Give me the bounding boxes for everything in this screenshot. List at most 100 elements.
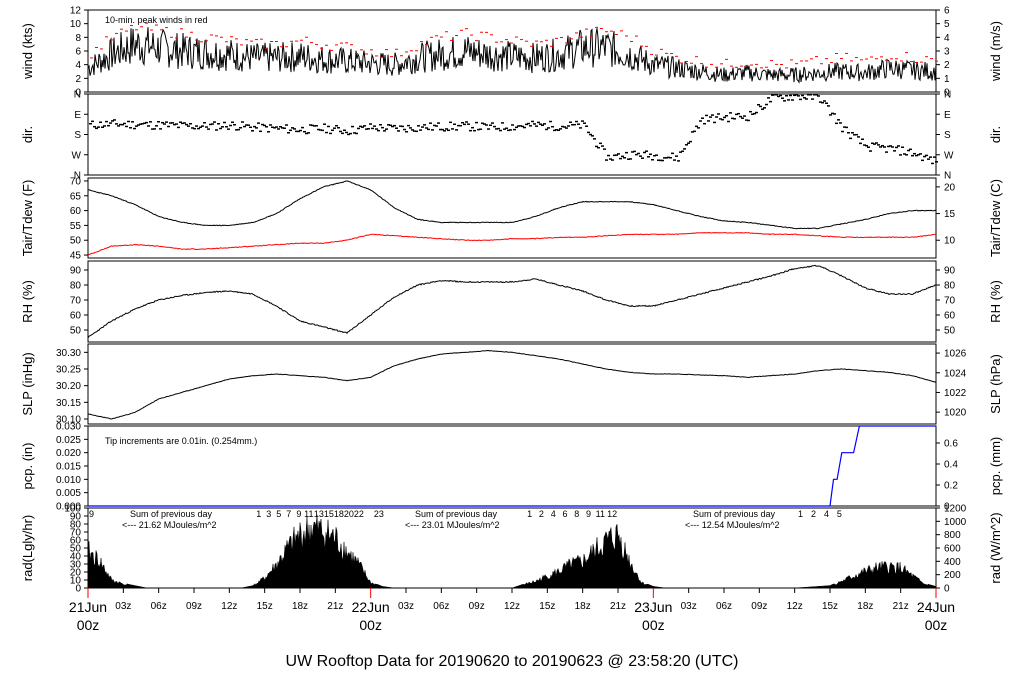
direction-point bbox=[145, 121, 148, 124]
direction-point bbox=[135, 125, 138, 127]
direction-point bbox=[103, 125, 106, 127]
direction-point bbox=[523, 126, 526, 129]
direction-point bbox=[489, 124, 492, 126]
y-tick-label-right: 400 bbox=[944, 557, 961, 568]
direction-point bbox=[867, 146, 870, 148]
direction-point bbox=[635, 153, 638, 156]
direction-point bbox=[529, 125, 532, 127]
direction-point bbox=[545, 128, 548, 131]
direction-point bbox=[257, 122, 260, 124]
direction-point bbox=[789, 94, 792, 97]
y-tick-label-right: W bbox=[944, 150, 954, 161]
direction-point bbox=[381, 126, 384, 129]
y-tick-label: E bbox=[74, 110, 81, 121]
direction-point bbox=[759, 105, 762, 108]
direction-point bbox=[417, 125, 420, 127]
y-tick-label: 45 bbox=[70, 251, 82, 262]
direction-point bbox=[763, 107, 766, 109]
x-tick-label: 06z bbox=[716, 601, 732, 612]
direction-point bbox=[713, 121, 716, 124]
hour-mark: 8 bbox=[574, 509, 579, 519]
direction-point bbox=[105, 120, 108, 123]
direction-point bbox=[469, 129, 472, 132]
direction-point bbox=[375, 128, 378, 130]
direction-point bbox=[805, 98, 808, 100]
direction-point bbox=[123, 122, 126, 125]
direction-point bbox=[319, 129, 322, 131]
direction-point bbox=[465, 121, 468, 123]
y-tick-label: 30.10 bbox=[56, 415, 81, 426]
direction-point bbox=[231, 121, 234, 124]
panel-radiation: rad(Lgly/hr) rad (W/m^2)01020304050607080… bbox=[20, 504, 1003, 595]
direction-point bbox=[279, 126, 282, 128]
direction-point bbox=[783, 100, 786, 102]
direction-point bbox=[199, 126, 202, 128]
direction-point bbox=[777, 95, 780, 98]
direction-point bbox=[95, 127, 98, 130]
direction-point bbox=[905, 154, 908, 156]
hour-mark: 3 bbox=[266, 509, 271, 519]
direction-point bbox=[149, 121, 152, 123]
hour-mark: 4 bbox=[824, 509, 829, 519]
direction-point bbox=[243, 125, 246, 128]
direction-point bbox=[315, 125, 318, 127]
direction-point bbox=[733, 118, 736, 120]
direction-point bbox=[225, 126, 228, 128]
direction-point bbox=[121, 123, 124, 126]
direction-point bbox=[505, 127, 508, 130]
direction-point bbox=[333, 127, 336, 129]
x-tick-label: 03z bbox=[398, 601, 414, 612]
y-tick-label: 4 bbox=[75, 60, 81, 71]
direction-point bbox=[91, 120, 94, 123]
direction-point bbox=[887, 145, 890, 148]
direction-point bbox=[695, 125, 698, 128]
direction-point bbox=[385, 128, 388, 130]
direction-point bbox=[891, 146, 894, 148]
y-axis-label-right: pcp. (mm) bbox=[988, 437, 1003, 496]
direction-point bbox=[863, 144, 866, 146]
x-tick-label: 03z bbox=[115, 601, 131, 612]
direction-point bbox=[815, 94, 818, 96]
direction-point bbox=[855, 133, 858, 136]
y-tick-label: 0.010 bbox=[56, 475, 81, 486]
y-tick-label: 12 bbox=[70, 6, 82, 17]
direction-point bbox=[691, 131, 694, 133]
direction-point bbox=[907, 149, 910, 152]
direction-point bbox=[917, 153, 920, 156]
direction-point bbox=[419, 129, 422, 131]
direction-point bbox=[293, 128, 296, 130]
hour-mark: 7 bbox=[286, 509, 291, 519]
direction-point bbox=[923, 155, 926, 158]
direction-point bbox=[373, 125, 376, 127]
precip-annotation: Tip increments are 0.01in. (0.254mm.) bbox=[105, 436, 257, 446]
hour-mark: 15 bbox=[324, 509, 334, 519]
direction-point bbox=[255, 127, 258, 129]
x-tick-label: 03z bbox=[681, 601, 697, 612]
y-tick-label: 10 bbox=[70, 19, 82, 30]
direction-point bbox=[647, 156, 650, 158]
direction-point bbox=[267, 131, 270, 133]
y-tick-label: 0.005 bbox=[56, 488, 81, 499]
direction-point bbox=[467, 123, 470, 125]
dewpoint-series bbox=[87, 231, 936, 256]
direction-point bbox=[877, 144, 880, 146]
daily-sum-value: <--- 12.54 MJoules/m^2 bbox=[685, 520, 780, 530]
direction-point bbox=[127, 120, 130, 123]
direction-point bbox=[587, 131, 590, 134]
y-axis-label-right: SLP (hPa) bbox=[988, 354, 1003, 414]
direction-point bbox=[885, 151, 888, 153]
direction-point bbox=[299, 129, 302, 132]
direction-point bbox=[443, 130, 446, 132]
direction-point bbox=[591, 135, 594, 137]
direction-point bbox=[309, 124, 312, 126]
hour-mark: 2 bbox=[811, 509, 816, 519]
direction-point bbox=[93, 125, 96, 128]
direction-point bbox=[187, 125, 190, 127]
y-tick-label: 55 bbox=[70, 221, 82, 232]
direction-point bbox=[821, 101, 824, 104]
direction-point bbox=[669, 156, 672, 159]
hour-marks-day-2: 23 1 2 4 6 8 9 11 12 bbox=[374, 509, 617, 519]
direction-point bbox=[219, 127, 222, 130]
direction-point bbox=[223, 121, 226, 124]
